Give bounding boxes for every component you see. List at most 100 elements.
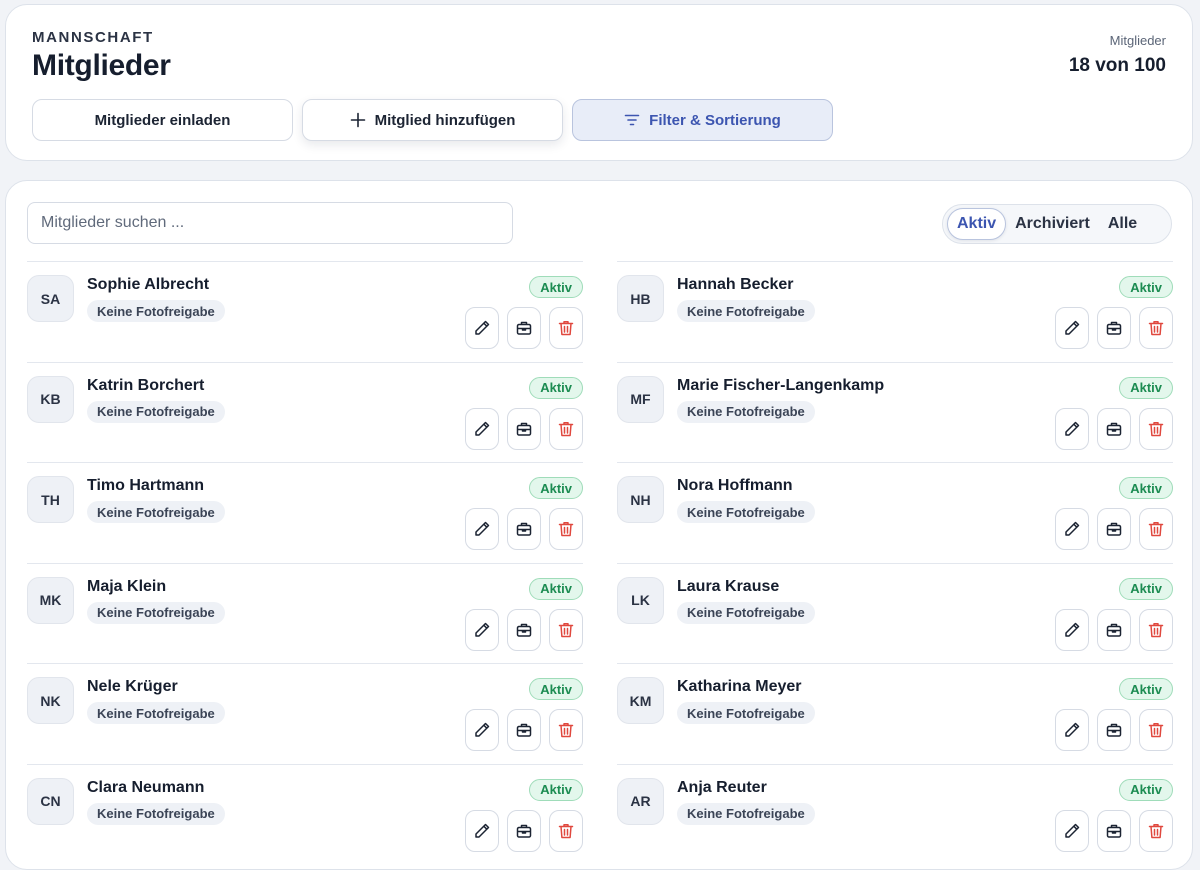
member-status-badge: Aktiv <box>1119 276 1173 298</box>
status-filter-archived[interactable]: Archiviert <box>1015 215 1090 232</box>
archive-member-button[interactable] <box>507 407 541 450</box>
member-search-input[interactable] <box>27 202 513 244</box>
archive-member-button[interactable] <box>1097 709 1131 751</box>
member-row: MF Marie Fischer-Langenkamp Keine Fotofr… <box>617 361 1173 463</box>
edit-member-button[interactable] <box>1055 508 1089 550</box>
member-row: AR Anja Reuter Keine Fotofreigabe Aktiv <box>617 763 1173 865</box>
member-status-badge: Aktiv <box>529 577 583 600</box>
filter-sort-button[interactable]: Filter & Sortierung <box>572 99 833 141</box>
delete-member-button[interactable] <box>1139 407 1173 450</box>
member-actions <box>1055 809 1173 852</box>
trash-icon <box>557 420 575 438</box>
delete-member-button[interactable] <box>549 508 583 550</box>
delete-member-button[interactable] <box>549 608 583 651</box>
member-list-card: Aktiv Archiviert Alle SA Sophie Albrecht… <box>5 180 1193 870</box>
status-filter-active[interactable]: Aktiv <box>947 208 1007 240</box>
member-name[interactable]: Maja Klein <box>87 577 167 595</box>
archive-member-button[interactable] <box>507 608 541 651</box>
archive-box-icon <box>515 520 533 538</box>
member-name[interactable]: Laura Krause <box>677 577 780 595</box>
member-actions <box>1055 508 1173 550</box>
member-name[interactable]: Clara Neumann <box>87 778 205 796</box>
archive-member-button[interactable] <box>507 709 541 751</box>
header-card: MANNSCHAFT Mitglieder Mitglieder 18 von … <box>5 4 1193 161</box>
member-status-badge: Aktiv <box>529 376 583 399</box>
member-name[interactable]: Sophie Albrecht <box>87 276 210 293</box>
member-count-label: Mitglieder <box>1109 33 1166 48</box>
member-row: MK Maja Klein Keine Fotofreigabe Aktiv <box>27 562 583 664</box>
filter-icon <box>624 113 640 127</box>
photo-consent-badge: Keine Fotofreigabe <box>87 601 225 624</box>
member-status-badge: Aktiv <box>1119 376 1173 399</box>
member-name[interactable]: Timo Hartmann <box>87 477 205 494</box>
member-status-badge: Aktiv <box>1119 678 1173 700</box>
member-name[interactable]: Katrin Borchert <box>87 376 205 394</box>
section-kicker: MANNSCHAFT <box>32 29 154 46</box>
member-actions <box>465 709 583 751</box>
trash-icon <box>557 721 575 739</box>
edit-member-button[interactable] <box>1055 809 1089 852</box>
archive-member-button[interactable] <box>507 809 541 852</box>
add-member-button[interactable]: Mitglied hinzufügen <box>302 99 563 141</box>
edit-member-button[interactable] <box>1055 709 1089 751</box>
photo-consent-badge: Keine Fotofreigabe <box>87 702 225 724</box>
delete-member-button[interactable] <box>549 709 583 751</box>
edit-member-button[interactable] <box>1055 608 1089 651</box>
archive-box-icon <box>515 319 533 337</box>
archive-member-button[interactable] <box>507 307 541 349</box>
member-name[interactable]: Anja Reuter <box>677 778 767 796</box>
member-actions <box>465 307 583 349</box>
archive-member-button[interactable] <box>507 508 541 550</box>
edit-member-button[interactable] <box>1055 307 1089 349</box>
edit-member-button[interactable] <box>465 508 499 550</box>
photo-consent-badge: Keine Fotofreigabe <box>87 501 225 523</box>
member-name[interactable]: Hannah Becker <box>677 276 794 293</box>
delete-member-button[interactable] <box>1139 608 1173 651</box>
delete-member-button[interactable] <box>1139 307 1173 349</box>
delete-member-button[interactable] <box>549 407 583 450</box>
archive-member-button[interactable] <box>1097 307 1131 349</box>
trash-icon <box>1147 420 1165 438</box>
trash-icon <box>1147 721 1165 739</box>
member-name[interactable]: Marie Fischer-Langenkamp <box>677 376 885 394</box>
edit-member-button[interactable] <box>465 307 499 349</box>
delete-member-button[interactable] <box>1139 709 1173 751</box>
member-avatar: KB <box>27 375 74 423</box>
trash-icon <box>1147 822 1165 840</box>
edit-member-button[interactable] <box>465 608 499 651</box>
pencil-icon <box>473 621 491 639</box>
archive-box-icon <box>1105 520 1123 538</box>
member-name[interactable]: Nele Krüger <box>87 678 178 695</box>
member-name[interactable]: Katharina Meyer <box>677 678 802 695</box>
member-actions <box>465 407 583 450</box>
pencil-icon <box>1063 822 1081 840</box>
delete-member-button[interactable] <box>549 809 583 852</box>
status-filter-segmented-control: Aktiv Archiviert Alle <box>942 204 1172 244</box>
archive-member-button[interactable] <box>1097 608 1131 651</box>
delete-member-button[interactable] <box>1139 809 1173 852</box>
delete-member-button[interactable] <box>549 307 583 349</box>
member-avatar: NH <box>617 476 664 523</box>
member-avatar: CN <box>27 777 74 825</box>
pencil-icon <box>473 822 491 840</box>
archive-box-icon <box>515 420 533 438</box>
member-count-value: 18 von 100 <box>1068 55 1166 76</box>
member-name[interactable]: Nora Hoffmann <box>677 477 793 494</box>
pencil-icon <box>473 520 491 538</box>
trash-icon <box>1147 621 1165 639</box>
edit-member-button[interactable] <box>1055 407 1089 450</box>
archive-member-button[interactable] <box>1097 508 1131 550</box>
member-actions <box>465 608 583 651</box>
photo-consent-badge: Keine Fotofreigabe <box>677 501 815 523</box>
edit-member-button[interactable] <box>465 407 499 450</box>
archive-member-button[interactable] <box>1097 407 1131 450</box>
delete-member-button[interactable] <box>1139 508 1173 550</box>
status-filter-all[interactable]: Alle <box>1107 215 1138 232</box>
invite-members-label: Mitglieder einladen <box>94 111 231 129</box>
edit-member-button[interactable] <box>465 709 499 751</box>
edit-member-button[interactable] <box>465 809 499 852</box>
invite-members-button[interactable]: Mitglieder einladen <box>32 99 293 141</box>
member-avatar: MF <box>617 375 664 423</box>
archive-member-button[interactable] <box>1097 809 1131 852</box>
archive-box-icon <box>1105 621 1123 639</box>
